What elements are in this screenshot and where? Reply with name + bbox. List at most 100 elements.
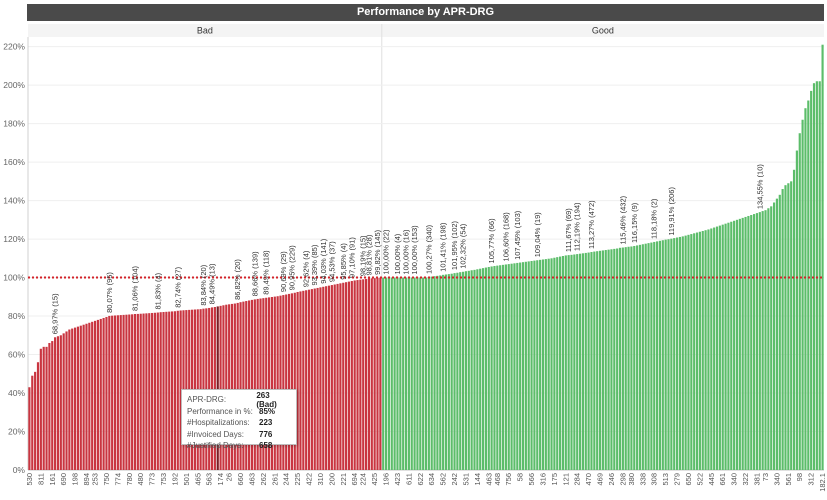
bar-good — [396, 277, 399, 470]
x-tick-label: 246 — [607, 473, 616, 486]
bar-good — [573, 254, 576, 470]
bar-good — [724, 223, 727, 470]
bar-good — [576, 254, 579, 470]
y-tick-label: 20% — [8, 427, 25, 437]
bar-bad — [133, 314, 137, 470]
x-tick-label: 380 — [627, 473, 636, 486]
x-tick-label: 182.1 — [818, 473, 827, 492]
x-tick-label: 463 — [247, 473, 256, 486]
bar-good — [493, 266, 496, 470]
bar-bad — [228, 304, 231, 470]
y-tick-label: 140% — [3, 196, 25, 206]
data-label: 134,55% (10) — [755, 164, 764, 210]
bar-bad — [367, 278, 371, 470]
data-label: 81,83% (4) — [153, 272, 162, 309]
bar-good — [539, 259, 542, 470]
bar-good — [524, 261, 527, 470]
bar-bad — [105, 317, 108, 470]
data-label: 97,10% (91) — [347, 237, 356, 278]
bar-good — [750, 215, 753, 470]
data-label: 111,67% (69) — [564, 208, 573, 252]
bar-good — [422, 277, 425, 470]
data-label: 113,27% (472) — [587, 200, 596, 249]
bar-good — [673, 238, 676, 470]
x-tick-label: 660 — [236, 473, 245, 486]
bar-good — [616, 248, 619, 470]
bar-good — [559, 256, 562, 470]
bar-bad — [313, 288, 316, 470]
bar-bad — [34, 371, 37, 470]
bar-good — [815, 81, 818, 471]
tooltip-key: #Hospitalizations: — [187, 418, 250, 428]
y-tick-label: 100% — [3, 273, 25, 283]
bar-bad — [276, 296, 279, 470]
x-tick-label: 338 — [638, 473, 647, 486]
tooltip-row: #Justified Days: 658 — [187, 440, 291, 452]
x-tick-label: 650 — [684, 473, 693, 486]
bar-good — [818, 81, 821, 471]
bar-bad — [54, 337, 57, 470]
bar-bad — [279, 295, 282, 470]
x-tick-label: 522 — [695, 473, 704, 486]
x-tick-label: 196 — [382, 473, 391, 486]
bar-bad — [225, 304, 228, 470]
data-label: 106,60% (168) — [501, 212, 510, 262]
x-tick-label: 562 — [439, 473, 448, 486]
bar-good — [453, 273, 456, 470]
bar-good — [741, 217, 744, 470]
bar-good — [795, 150, 798, 470]
bar-good — [636, 245, 639, 470]
bar-good — [772, 202, 776, 470]
bar-bad — [91, 321, 94, 470]
tooltip-value: 263 (Bad) — [256, 390, 277, 409]
chart-title: Performance by APR-DRG — [27, 4, 824, 21]
tooltip-row: #Hospitalizations: 223 — [187, 417, 291, 429]
bar-good — [570, 254, 573, 470]
bar-bad — [330, 285, 333, 470]
data-label: 92,62% (4) — [302, 250, 311, 287]
bar-bad — [36, 362, 40, 470]
bar-bad — [242, 301, 245, 470]
bar-good — [390, 277, 393, 470]
x-tick-label: 221 — [339, 473, 348, 486]
bar-good — [693, 233, 696, 470]
bar-good — [476, 269, 479, 470]
bar-bad — [370, 278, 373, 470]
bar-good — [384, 277, 388, 470]
bar-good — [499, 265, 502, 470]
bar-bad — [168, 311, 171, 470]
bar-good — [521, 262, 525, 470]
bar-bad — [48, 342, 51, 470]
x-tick-label: 463 — [484, 473, 493, 486]
bar-good — [698, 231, 701, 470]
bar-good — [462, 271, 465, 470]
bar-good — [618, 247, 622, 470]
bar-bad — [151, 312, 154, 470]
x-tick-label: 622 — [416, 473, 425, 486]
bar-bad — [273, 296, 276, 470]
bar-tooltip: APR-DRG: 263 (Bad) Performance in %: 85% #Ho… — [181, 389, 297, 450]
tooltip-row: #Invoiced Days: 776 — [187, 429, 291, 441]
bar-bad — [310, 289, 313, 470]
x-tick-label: 73 — [761, 473, 770, 481]
bar-good — [593, 251, 596, 470]
bar-bad — [373, 278, 376, 470]
bar-good — [459, 272, 462, 470]
bar-bad — [176, 310, 179, 470]
bar-good — [638, 244, 642, 470]
bar-good — [613, 248, 616, 470]
bar-bad — [173, 311, 177, 470]
bar-good — [416, 277, 419, 470]
x-tick-label: 242 — [450, 473, 459, 486]
x-tick-label: 312 — [807, 473, 816, 486]
bar-good — [624, 247, 627, 470]
bar-good — [407, 277, 410, 470]
bar-good — [735, 219, 739, 470]
bar-good — [467, 270, 470, 470]
data-label: 93,39% (85) — [310, 244, 319, 285]
bar-good — [436, 275, 439, 470]
bar-bad — [88, 322, 91, 470]
tooltip-key: APR-DRG: — [187, 395, 227, 405]
bar-good — [784, 185, 787, 470]
